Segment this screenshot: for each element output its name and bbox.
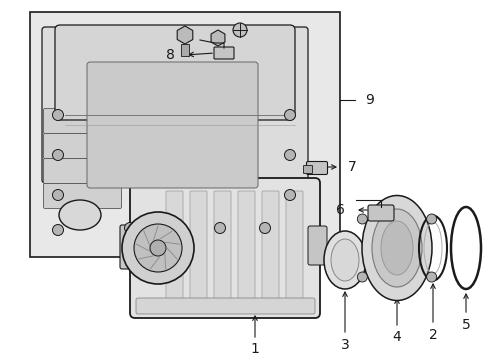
FancyBboxPatch shape [153,123,231,148]
FancyBboxPatch shape [42,27,307,183]
Circle shape [214,222,225,234]
Circle shape [124,222,135,234]
FancyBboxPatch shape [153,148,231,174]
FancyBboxPatch shape [190,191,206,303]
FancyBboxPatch shape [43,134,121,158]
Text: 6: 6 [335,203,344,217]
FancyBboxPatch shape [238,191,254,303]
Circle shape [426,272,436,282]
FancyBboxPatch shape [153,174,231,198]
Text: 9: 9 [365,93,374,107]
FancyBboxPatch shape [43,158,121,184]
Text: 7: 7 [347,160,356,174]
Circle shape [284,149,295,161]
Circle shape [284,109,295,121]
FancyBboxPatch shape [120,225,148,269]
FancyBboxPatch shape [303,166,312,174]
Text: 8: 8 [165,48,174,62]
FancyBboxPatch shape [136,298,314,314]
Text: 5: 5 [461,318,469,332]
FancyBboxPatch shape [165,191,183,303]
Ellipse shape [59,200,101,230]
Bar [181,44,189,56]
Circle shape [232,23,246,37]
FancyBboxPatch shape [306,162,327,175]
Ellipse shape [371,209,421,287]
FancyBboxPatch shape [153,99,231,123]
Circle shape [52,149,63,161]
Text: 1: 1 [250,342,259,356]
Text: 3: 3 [340,338,348,352]
FancyBboxPatch shape [214,191,230,303]
Text: 4: 4 [392,330,401,344]
Ellipse shape [361,195,431,301]
Circle shape [169,222,180,234]
FancyBboxPatch shape [55,25,294,120]
Circle shape [122,212,194,284]
FancyBboxPatch shape [307,226,326,265]
FancyBboxPatch shape [43,184,121,208]
FancyBboxPatch shape [367,205,393,221]
Circle shape [52,225,63,235]
FancyBboxPatch shape [214,47,234,59]
FancyBboxPatch shape [43,108,121,134]
Circle shape [52,189,63,201]
Bar [30,12,339,257]
FancyBboxPatch shape [262,191,279,303]
FancyBboxPatch shape [87,62,258,188]
Ellipse shape [380,221,412,275]
Circle shape [357,272,366,282]
FancyBboxPatch shape [130,178,319,318]
Circle shape [150,240,165,256]
Ellipse shape [330,239,358,281]
Text: 2: 2 [428,328,436,342]
Circle shape [134,224,182,272]
Ellipse shape [324,231,365,289]
Circle shape [52,109,63,121]
Circle shape [259,222,270,234]
Circle shape [357,214,366,224]
FancyBboxPatch shape [285,191,303,303]
Circle shape [426,214,436,224]
Circle shape [284,189,295,201]
